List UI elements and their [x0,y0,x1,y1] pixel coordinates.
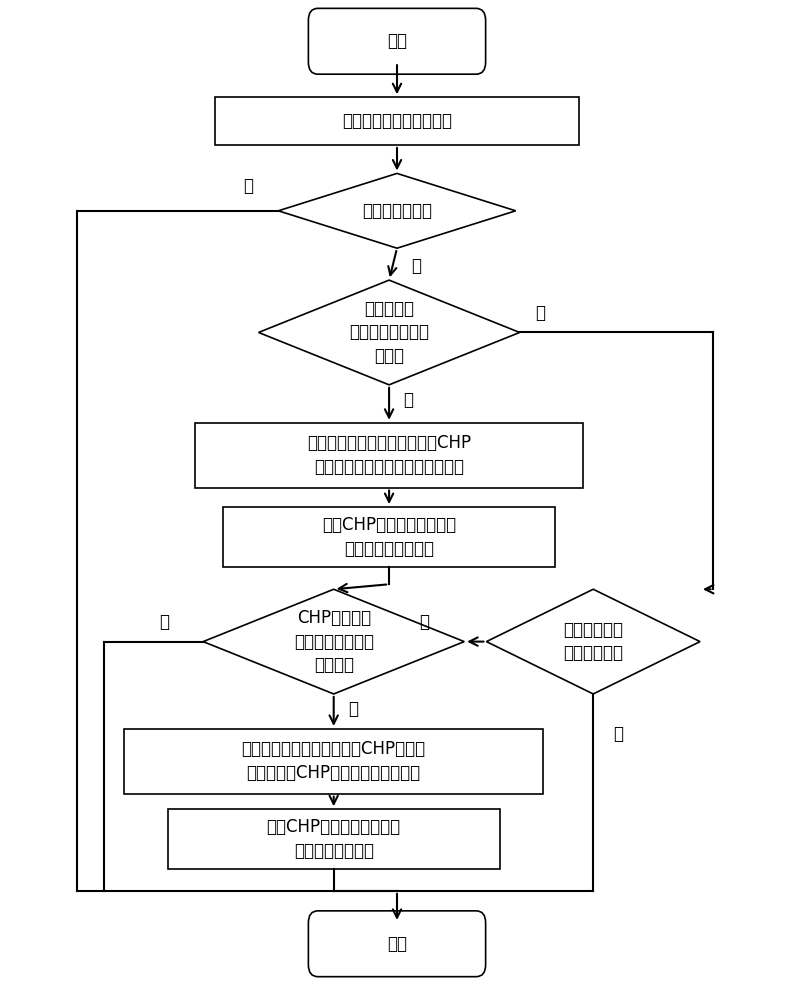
Bar [223,507,555,567]
Bar [195,423,583,488]
Text: 否: 否 [613,725,623,743]
Text: 开始: 开始 [387,32,407,50]
Text: 否: 否 [243,177,252,195]
Text: 计算外部热源可进一步降低CHP机组热
负荷功率及CHP机组可降电出力功率: 计算外部热源可进一步降低CHP机组热 负荷功率及CHP机组可降电出力功率 [241,740,426,782]
Polygon shape [259,280,519,385]
Text: 降低CHP机组电出力，以提
高风电的消纳能力: 降低CHP机组电出力，以提 高风电的消纳能力 [267,818,401,860]
FancyBboxPatch shape [308,8,486,74]
Text: 否: 否 [160,613,170,631]
Text: 是: 是 [403,391,414,409]
Text: 热储、热网
是否可以参加消纳
风电？: 热储、热网 是否可以参加消纳 风电？ [349,300,429,365]
Text: 计算热储、热网放热可降低对CHP
机组的热需求及机组可降低电出力: 计算热储、热网放热可降低对CHP 机组的热需求及机组可降低电出力 [307,434,471,476]
Text: 是: 是 [419,613,429,631]
Text: 输入短期风速及负荷预报: 输入短期风速及负荷预报 [342,112,452,130]
Text: 否: 否 [535,304,545,322]
Polygon shape [203,589,464,694]
Text: 结束: 结束 [387,935,407,953]
Text: CHP机组是否
有进一步下降电出
力容量？: CHP机组是否 有进一步下降电出 力容量？ [294,609,374,674]
Text: 是: 是 [348,700,358,718]
Text: 电锅炉是否参
与消纳风电？: 电锅炉是否参 与消纳风电？ [563,621,623,662]
Bar [124,729,543,794]
Text: 是否发生弃风？: 是否发生弃风？ [362,202,432,220]
Polygon shape [279,173,515,248]
Text: 是: 是 [411,257,422,275]
Bar [215,97,579,145]
Polygon shape [487,589,700,694]
FancyBboxPatch shape [308,911,486,977]
Text: 降低CHP机组电出力，以提
高系统消纳风电能力: 降低CHP机组电出力，以提 高系统消纳风电能力 [322,516,456,558]
Bar [168,809,500,869]
